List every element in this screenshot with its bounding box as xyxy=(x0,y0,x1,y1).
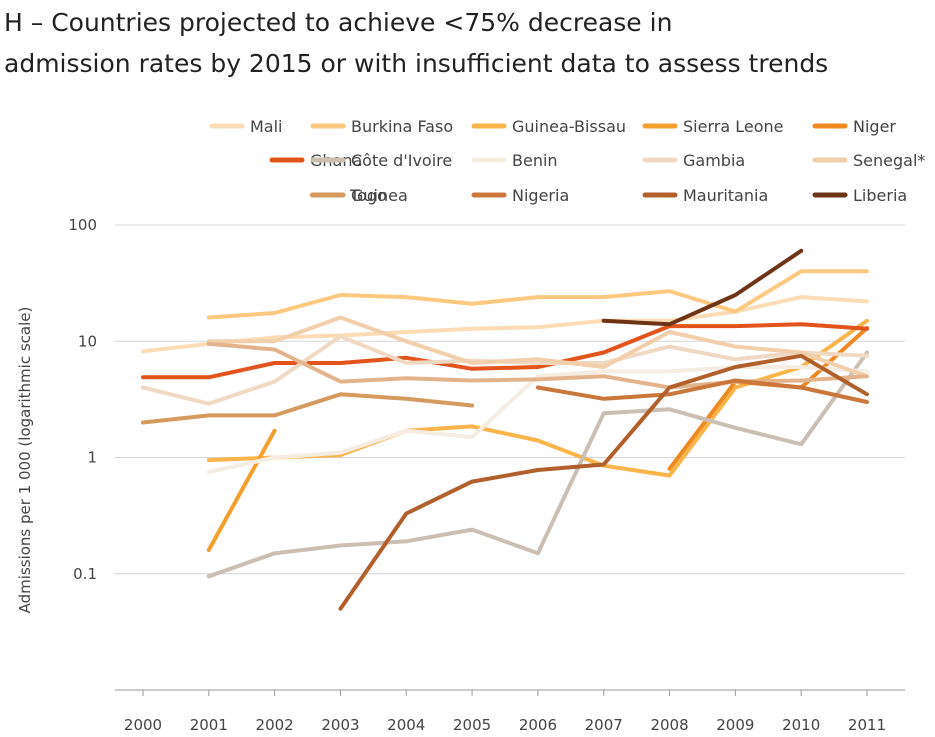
series-line-benin xyxy=(206,365,869,474)
y-tick-label-1: 1 xyxy=(87,449,97,467)
legend-label-togo: Togo xyxy=(349,186,387,205)
legend-item-guinea-bissau: Guinea-Bissau xyxy=(471,117,626,136)
legend-label-guinea: Guinea xyxy=(351,186,408,205)
x-tick-label-2008: 2008 xyxy=(650,716,688,734)
series-line-nigeria xyxy=(535,378,869,404)
series-line-guinea-bissau xyxy=(206,318,869,478)
legend-label-benin: Benin xyxy=(512,151,558,170)
x-tick-label-2001: 2001 xyxy=(190,716,228,734)
chart-title-line-2: admission rates by 2015 or with insuffic… xyxy=(4,49,829,78)
series-line-sierra-leone xyxy=(206,428,277,552)
series-line-mali xyxy=(141,295,869,354)
legend-label-burkina-faso: Burkina Faso xyxy=(351,117,453,136)
y-tick-label-10: 10 xyxy=(78,332,97,350)
legend-label-guinea-bissau: Guinea-Bissau xyxy=(512,117,626,136)
legend-label-gambia: Gambia xyxy=(683,151,745,170)
series-line-burkina-faso xyxy=(206,269,869,320)
chart-series xyxy=(141,248,869,611)
x-tick-label-2003: 2003 xyxy=(321,716,359,734)
y-axis-label: Admissions per 1 000 (logarithmic scale) xyxy=(16,307,34,614)
legend-label-mali: Mali xyxy=(250,117,283,136)
legend-item-senegal: Senegal* xyxy=(812,151,925,170)
legend-item-cote-d-ivoire: Côte d'Ivoire xyxy=(310,151,452,170)
legend-item-nigeria: Nigeria xyxy=(471,186,569,205)
series-line-cote-d-ivoire xyxy=(206,350,869,579)
legend-item-burkina-faso: Burkina Faso xyxy=(310,117,453,136)
x-tick-label-2007: 2007 xyxy=(585,716,623,734)
x-tick-label-2000: 2000 xyxy=(124,716,162,734)
legend-item-mali: Mali xyxy=(209,117,283,136)
series-line-ghana xyxy=(141,322,869,380)
chart-title: H – Countries projected to achieve <75% … xyxy=(4,2,932,84)
x-tick-label-2011: 2011 xyxy=(848,716,886,734)
legend-item-mauritania: Mauritania xyxy=(642,186,768,205)
legend-label-niger: Niger xyxy=(853,117,896,136)
legend-label-cote-d-ivoire: Côte d'Ivoire xyxy=(351,151,452,170)
legend-item-benin: Benin xyxy=(471,151,558,170)
y-axis-tick-labels: 100 10 1 0.1 xyxy=(68,216,97,583)
x-tick-label-2006: 2006 xyxy=(519,716,557,734)
x-tick-label-2002: 2002 xyxy=(256,716,294,734)
series-line-mauritania xyxy=(338,353,869,611)
legend-item-gambia: Gambia xyxy=(642,151,745,170)
series-line-senegal xyxy=(206,315,869,379)
chart-title-line-1: H – Countries projected to achieve <75% … xyxy=(4,8,673,37)
series-line-guinea xyxy=(141,392,475,425)
legend-label-nigeria: Nigeria xyxy=(512,186,569,205)
chart-legend: Mali Burkina Faso Guinea-Bissau Sierra Leon… xyxy=(209,117,925,205)
legend-item-sierra-leone: Sierra Leone xyxy=(642,117,783,136)
legend-item-guinea: Guinea xyxy=(310,186,408,205)
series-line-liberia xyxy=(601,248,804,327)
x-axis: 2000 2001 2002 2003 2004 2005 2006 2007 2008 2009… xyxy=(115,689,905,734)
x-tick-label-2005: 2005 xyxy=(453,716,491,734)
legend-label-sierra-leone: Sierra Leone xyxy=(683,117,783,136)
legend-item-liberia: Liberia xyxy=(812,186,907,205)
legend-label-mauritania: Mauritania xyxy=(683,186,768,205)
x-tick-label-2010: 2010 xyxy=(782,716,820,734)
legend-label-liberia: Liberia xyxy=(853,186,907,205)
x-tick-label-2004: 2004 xyxy=(387,716,425,734)
legend-label-senegal: Senegal* xyxy=(853,151,925,170)
y-tick-label-100: 100 xyxy=(68,216,97,234)
y-tick-label-0-1: 0.1 xyxy=(73,565,97,583)
legend-item-niger: Niger xyxy=(812,117,896,136)
x-tick-label-2009: 2009 xyxy=(716,716,754,734)
